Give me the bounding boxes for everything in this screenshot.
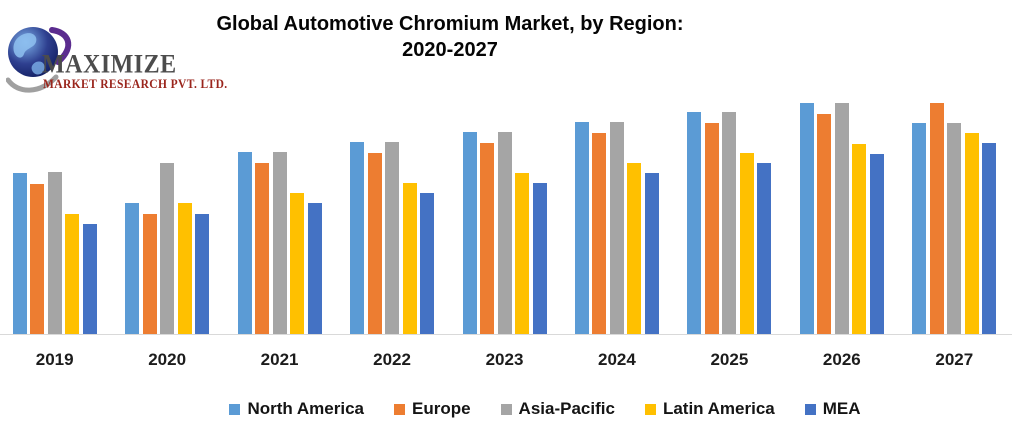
bar-mea-2020 [195,214,210,334]
bar-north-america-2024 [574,122,589,334]
bar-mea-2022 [420,193,435,334]
bar-group-2025 [687,112,772,334]
x-label-2026: 2026 [822,350,861,369]
bar-north-america-2019 [12,173,27,334]
bar-europe-2026 [817,114,832,334]
legend-item-europe: Europe [393,399,471,419]
x-label-2023: 2023 [485,350,524,369]
x-label-2024: 2024 [598,350,636,369]
bar-asia-pacific-2026 [834,103,849,334]
legend-swatch-north-america [229,403,241,415]
bar-europe-2022 [367,153,382,334]
bar-mea-2027 [982,143,997,334]
bar-europe-2025 [704,123,719,334]
legend-item-asia-pacific: Asia-Pacific [500,399,615,419]
bar-north-america-2022 [350,142,365,334]
bar-europe-2024 [592,133,607,334]
bar-asia-pacific-2024 [609,122,624,334]
legend-item-latin-america: Latin America [644,399,775,419]
brand-name: MAXIMIZE [42,51,177,80]
bar-latin-america-2021 [290,193,305,334]
bar-group-2019 [12,172,97,334]
bar-mea-2019 [82,224,97,334]
x-axis-line [0,334,1012,335]
bar-group-2020 [125,163,210,334]
legend-swatch-mea [804,403,816,415]
legend-swatch-asia-pacific [500,403,512,415]
legend-label-mea: MEA [822,399,861,418]
bar-asia-pacific-2025 [722,112,737,334]
bar-latin-america-2023 [515,173,529,334]
bar-asia-pacific-2023 [497,132,512,334]
bar-group-2027 [912,103,997,334]
bar-north-america-2026 [799,103,814,334]
bar-mea-2024 [644,173,659,334]
bar-group-2022 [350,142,435,334]
x-label-2022: 2022 [373,350,411,369]
bar-north-america-2025 [687,112,702,334]
bar-north-america-2020 [125,203,140,334]
bar-group-2026 [799,103,884,334]
brand-logo: MAXIMIZE MARKET RESEARCH PVT. LTD. [6,20,228,100]
x-label-2020: 2020 [148,350,187,369]
bar-asia-pacific-2020 [160,163,175,334]
legend-label-north-america: North America [247,399,364,418]
brand-subtitle: MARKET RESEARCH PVT. LTD. [43,78,228,92]
chart-title: Global Automotive Chromium Market, by Re… [185,11,715,63]
x-label-2027: 2027 [935,350,974,369]
legend-swatch-europe [393,403,405,415]
x-label-2025: 2025 [710,350,749,369]
x-label-2021: 2021 [260,350,299,369]
bar-latin-america-2026 [852,144,867,334]
bar-europe-2027 [929,103,944,334]
bar-europe-2021 [255,163,270,334]
bar-north-america-2021 [237,152,252,334]
plot-area [0,89,1012,334]
legend-item-north-america: North America [229,399,364,419]
bar-latin-america-2019 [65,214,80,334]
bar-mea-2025 [757,163,772,334]
bar-group-2023 [462,132,547,334]
bar-asia-pacific-2027 [947,123,962,334]
bar-asia-pacific-2021 [272,152,287,334]
bar-north-america-2023 [462,132,477,334]
bar-mea-2023 [532,183,547,334]
bar-north-america-2027 [912,123,927,334]
globe-swoosh-icon [6,27,72,93]
bar-asia-pacific-2019 [47,172,62,334]
bar-asia-pacific-2022 [385,142,400,334]
x-label-2019: 2019 [35,350,74,369]
bar-europe-2019 [30,184,45,334]
legend-label-asia-pacific: Asia-Pacific [518,399,615,418]
bar-mea-2026 [869,154,884,334]
chart-title-line2: 2020-2027 [402,39,498,61]
bar-latin-america-2025 [739,153,754,334]
legend-swatch-latin-america [644,403,656,415]
bar-group-2021 [237,152,322,334]
bar-latin-america-2024 [627,163,642,334]
bar-group-2024 [574,122,659,334]
bar-europe-2023 [480,143,494,334]
bar-latin-america-2027 [964,133,979,334]
chart-title-line1: Global Automotive Chromium Market, by Re… [216,13,684,35]
bar-latin-america-2020 [177,203,192,334]
x-axis-labels: 2019 2020 2021 2022 2023 2024 2025 2026 2027 [0,350,1024,372]
bar-mea-2021 [307,203,322,334]
legend-label-latin-america: Latin America [662,399,775,418]
legend-label-europe: Europe [411,399,471,418]
bar-europe-2020 [142,214,157,334]
legend-item-mea: MEA [804,399,861,419]
bar-latin-america-2022 [402,183,417,334]
legend: North America Europe Asia-Pacific Latin Ame… [66,399,1024,419]
